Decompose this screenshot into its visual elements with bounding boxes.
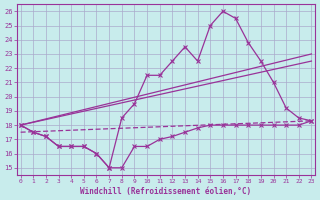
X-axis label: Windchill (Refroidissement éolien,°C): Windchill (Refroidissement éolien,°C) [80,187,252,196]
